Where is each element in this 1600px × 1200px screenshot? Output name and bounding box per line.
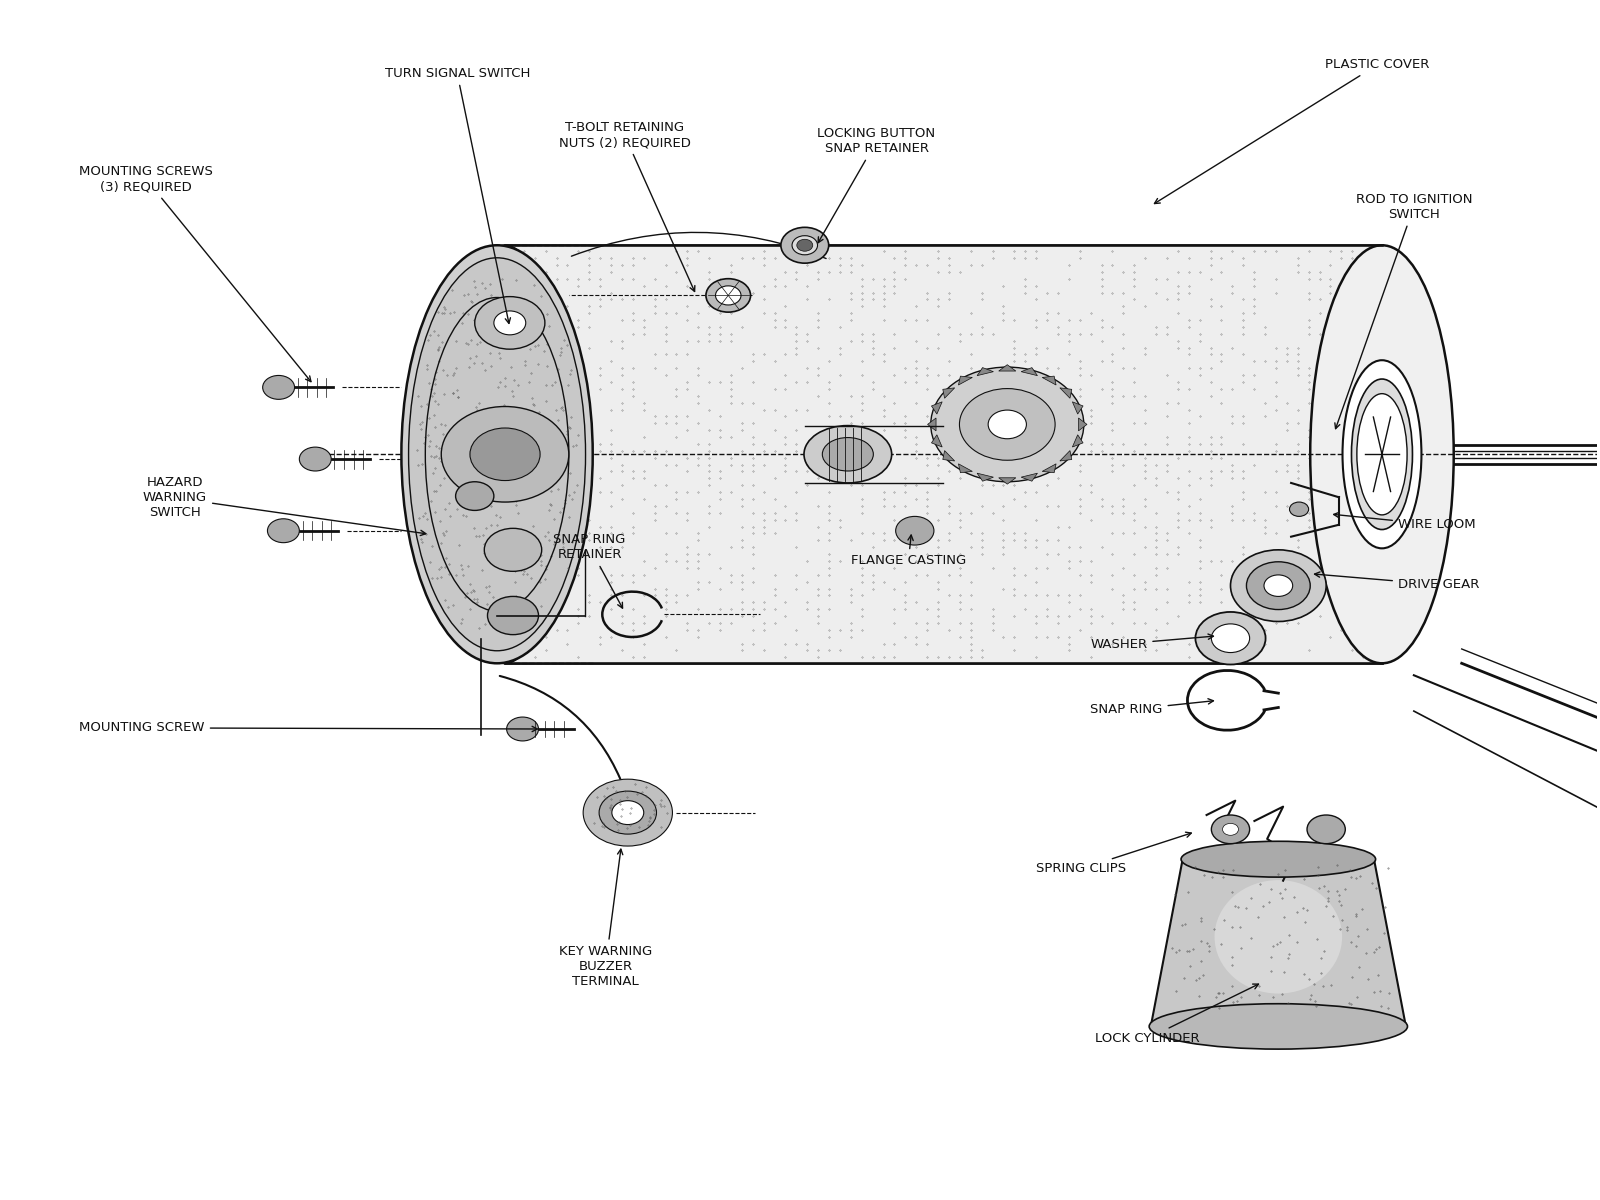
Circle shape	[485, 528, 542, 571]
Circle shape	[475, 296, 546, 349]
Text: MOUNTING SCREWS
(3) REQUIRED: MOUNTING SCREWS (3) REQUIRED	[80, 166, 310, 382]
Circle shape	[507, 718, 539, 740]
Polygon shape	[1150, 859, 1406, 1026]
Ellipse shape	[1357, 394, 1406, 515]
Ellipse shape	[1310, 245, 1454, 664]
Polygon shape	[942, 450, 955, 461]
Circle shape	[494, 311, 526, 335]
Circle shape	[896, 516, 934, 545]
Circle shape	[488, 596, 539, 635]
Circle shape	[931, 367, 1083, 481]
Text: LOCK CYLINDER: LOCK CYLINDER	[1096, 984, 1259, 1045]
Polygon shape	[1059, 388, 1072, 398]
Circle shape	[1222, 823, 1238, 835]
Circle shape	[299, 448, 331, 472]
Ellipse shape	[1214, 880, 1342, 994]
Polygon shape	[1021, 367, 1037, 376]
Circle shape	[989, 410, 1027, 439]
Text: DRIVE GEAR: DRIVE GEAR	[1315, 572, 1480, 592]
Circle shape	[1211, 624, 1250, 653]
Ellipse shape	[706, 278, 750, 312]
Text: KEY WARNING
BUZZER
TERMINAL: KEY WARNING BUZZER TERMINAL	[558, 850, 653, 988]
Text: PLASTIC COVER: PLASTIC COVER	[1155, 59, 1429, 204]
Text: LOCKING BUTTON
SNAP RETAINER: LOCKING BUTTON SNAP RETAINER	[818, 127, 936, 242]
Polygon shape	[1042, 376, 1056, 385]
Polygon shape	[1072, 402, 1083, 414]
Ellipse shape	[715, 286, 741, 305]
Polygon shape	[998, 478, 1016, 484]
Text: HAZARD
WARNING
SWITCH: HAZARD WARNING SWITCH	[142, 476, 426, 535]
Circle shape	[960, 389, 1054, 461]
Circle shape	[1211, 815, 1250, 844]
Polygon shape	[1072, 434, 1083, 448]
Circle shape	[1195, 612, 1266, 665]
Polygon shape	[506, 245, 1382, 664]
Ellipse shape	[1352, 379, 1413, 529]
Circle shape	[262, 376, 294, 400]
Polygon shape	[958, 464, 973, 473]
Ellipse shape	[1270, 557, 1310, 614]
Text: WASHER: WASHER	[1090, 634, 1213, 650]
Circle shape	[267, 518, 299, 542]
Text: WIRE LOOM: WIRE LOOM	[1334, 512, 1475, 532]
Text: T-BOLT RETAINING
NUTS (2) REQUIRED: T-BOLT RETAINING NUTS (2) REQUIRED	[558, 121, 694, 292]
Ellipse shape	[1181, 841, 1376, 877]
Text: ROD TO IGNITION
SWITCH: ROD TO IGNITION SWITCH	[1334, 193, 1472, 428]
Circle shape	[442, 407, 570, 502]
Polygon shape	[978, 473, 994, 481]
Polygon shape	[1059, 450, 1072, 461]
Circle shape	[1246, 562, 1310, 610]
Ellipse shape	[408, 258, 586, 650]
Text: FLANGE CASTING: FLANGE CASTING	[851, 535, 966, 568]
Polygon shape	[928, 418, 936, 431]
Circle shape	[1307, 815, 1346, 844]
Circle shape	[582, 779, 672, 846]
Circle shape	[1264, 575, 1293, 596]
Polygon shape	[1078, 418, 1086, 431]
Ellipse shape	[803, 426, 891, 482]
Circle shape	[1290, 502, 1309, 516]
Circle shape	[797, 239, 813, 251]
Text: MOUNTING SCREW: MOUNTING SCREW	[80, 721, 538, 734]
Ellipse shape	[822, 438, 874, 472]
Polygon shape	[958, 376, 973, 385]
Circle shape	[470, 428, 541, 480]
Circle shape	[598, 791, 656, 834]
Polygon shape	[978, 367, 994, 376]
Ellipse shape	[402, 245, 592, 664]
Text: SNAP RING
RETAINER: SNAP RING RETAINER	[554, 533, 626, 608]
Circle shape	[1230, 550, 1326, 622]
Polygon shape	[998, 365, 1016, 371]
Polygon shape	[1021, 473, 1037, 481]
Ellipse shape	[1342, 360, 1421, 548]
Ellipse shape	[792, 235, 818, 254]
Circle shape	[611, 800, 643, 824]
Polygon shape	[931, 434, 942, 448]
Polygon shape	[942, 388, 955, 398]
Ellipse shape	[781, 227, 829, 263]
Ellipse shape	[1149, 1003, 1408, 1049]
Text: SNAP RING: SNAP RING	[1090, 698, 1213, 716]
Circle shape	[456, 481, 494, 510]
Polygon shape	[1042, 464, 1056, 473]
Text: TURN SIGNAL SWITCH: TURN SIGNAL SWITCH	[384, 67, 530, 324]
Ellipse shape	[448, 245, 563, 664]
Text: SPRING CLIPS: SPRING CLIPS	[1035, 832, 1192, 875]
Polygon shape	[931, 402, 942, 414]
